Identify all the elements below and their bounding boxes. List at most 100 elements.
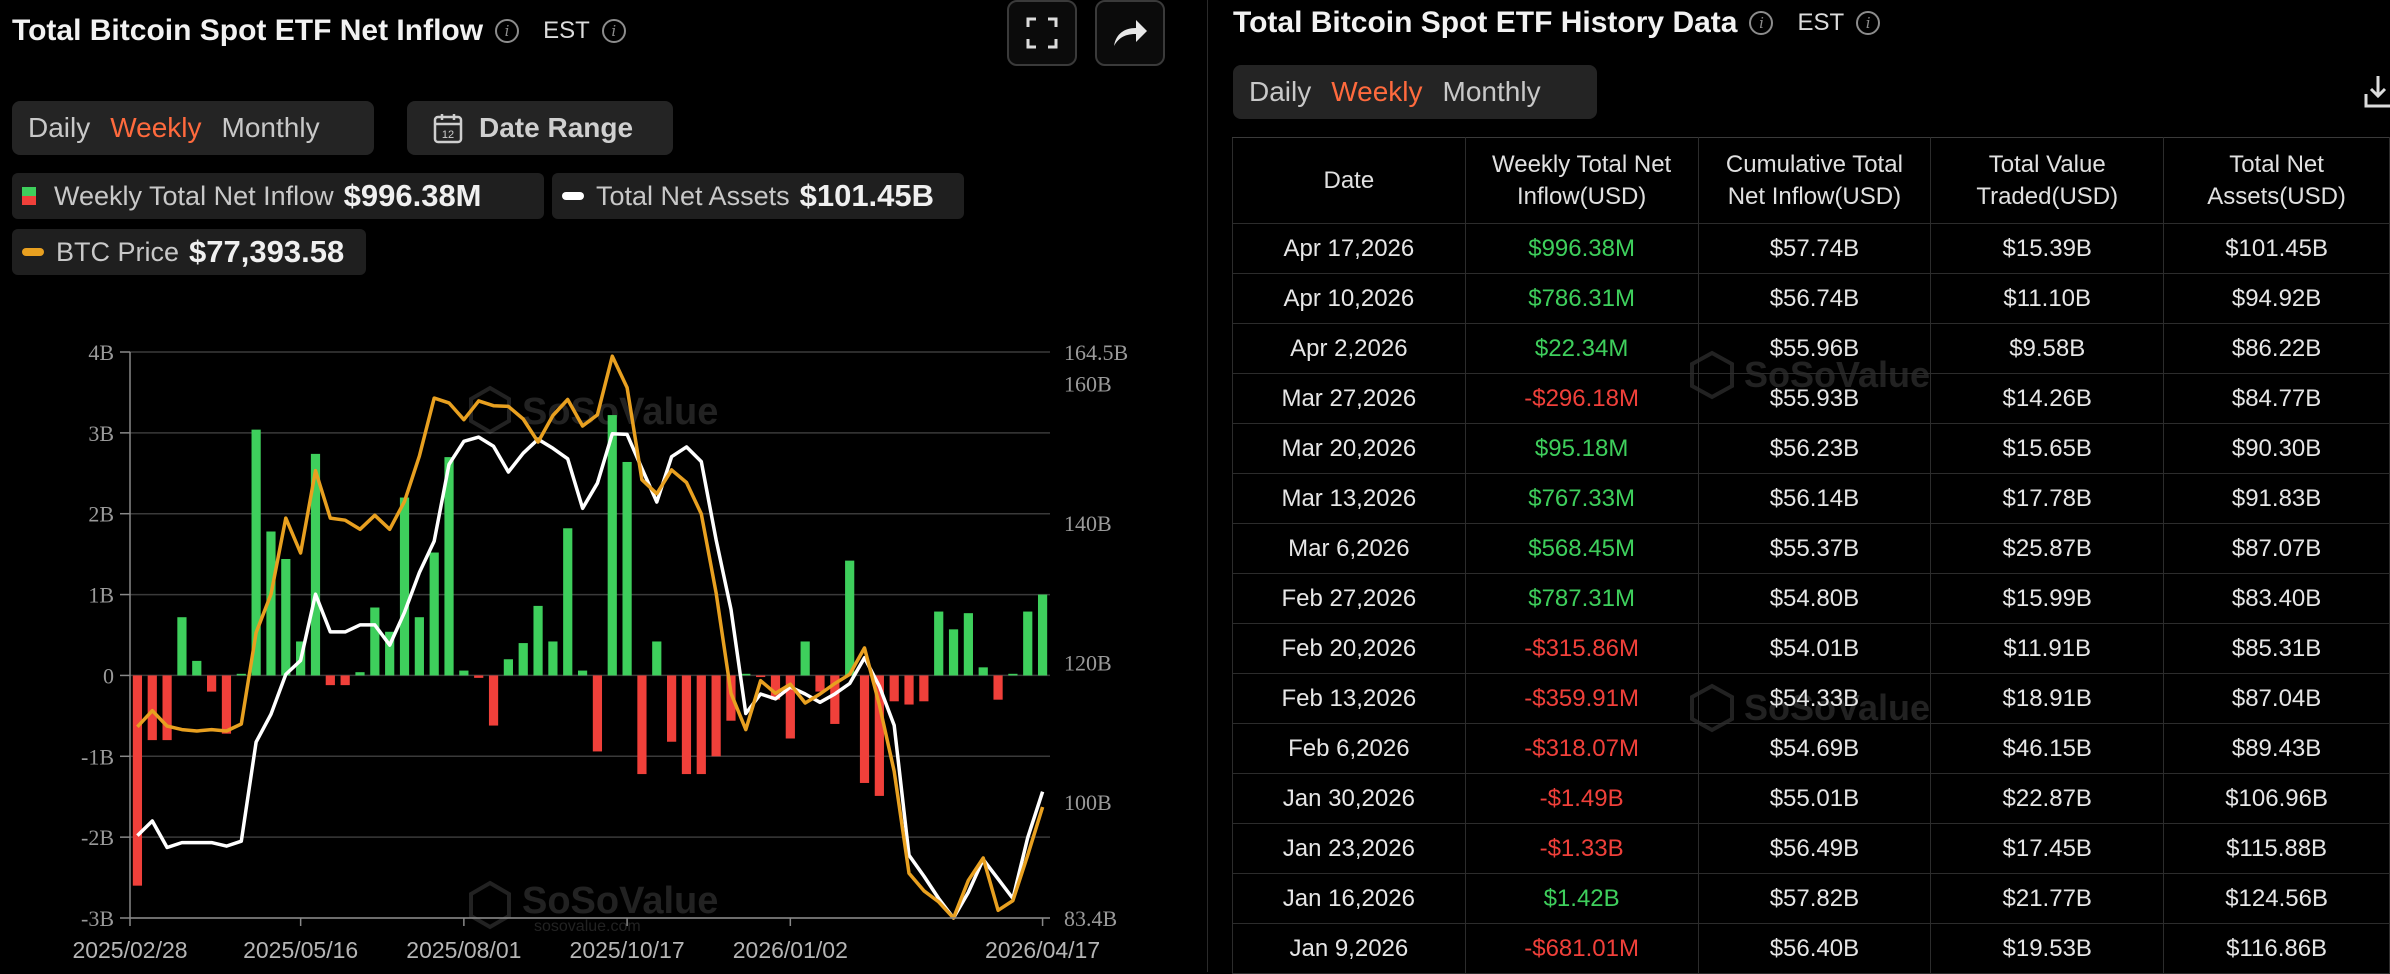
table-row[interactable]: Jan 16,2026 $1.42B $57.82B $21.77B $124.56B: [1232, 873, 2390, 924]
table-row[interactable]: Mar 27,2026 -$296.18M $55.93B $14.26B $84.77…: [1232, 373, 2390, 424]
info-icon[interactable]: i: [1749, 11, 1774, 35]
inflow-bar[interactable]: [518, 643, 528, 676]
tab-weekly[interactable]: Weekly: [110, 112, 202, 143]
inflow-bar[interactable]: [652, 641, 662, 676]
table-row[interactable]: Feb 13,2026 -$359.91M $54.33B $18.91B $87.04…: [1232, 673, 2390, 724]
inflow-bar[interactable]: [756, 675, 766, 678]
inflow-bar[interactable]: [622, 461, 632, 676]
table-row[interactable]: Mar 20,2026 $95.18M $56.23B $15.65B $90.30B: [1232, 423, 2390, 474]
inflow-bar[interactable]: [207, 675, 217, 692]
btc-price-line[interactable]: [136, 354, 1045, 920]
inflow-bar[interactable]: [785, 675, 795, 739]
net-assets-line[interactable]: [136, 431, 1045, 920]
header-net-assets[interactable]: Total Net Assets(USD): [2163, 137, 2390, 224]
legend-btc-price[interactable]: BTC Price $77,393.58: [12, 229, 366, 275]
inflow-bar[interactable]: [667, 675, 677, 742]
inflow-bar[interactable]: [310, 453, 321, 676]
inflow-bar[interactable]: [385, 631, 395, 676]
inflow-bar[interactable]: [904, 675, 914, 705]
share-button[interactable]: [1095, 0, 1165, 66]
legend-net-assets[interactable]: Total Net Assets $101.45B: [552, 173, 964, 219]
inflow-bar[interactable]: [266, 531, 276, 676]
inflow-bar[interactable]: [503, 659, 513, 676]
inflow-bar[interactable]: [845, 560, 855, 676]
table-row[interactable]: Feb 6,2026 -$318.07M $54.69B $46.15B $89.43B: [1232, 723, 2390, 774]
inflow-bar[interactable]: [459, 670, 469, 676]
inflow-bar[interactable]: [221, 675, 232, 734]
inflow-bar[interactable]: [533, 605, 543, 676]
inflow-bar[interactable]: [726, 675, 736, 721]
header-value-traded[interactable]: Total Value Traded(USD): [1930, 137, 2165, 224]
inflow-bar[interactable]: [592, 675, 603, 752]
table-row[interactable]: Mar 6,2026 $568.45M $55.37B $25.87B $87.07B: [1232, 523, 2390, 574]
inflow-bar[interactable]: [919, 675, 929, 702]
inflow-bar[interactable]: [399, 497, 410, 676]
header-weekly-inflow[interactable]: Weekly Total Net Inflow(USD): [1464, 137, 1699, 224]
inflow-bar[interactable]: [830, 675, 840, 724]
inflow-bar[interactable]: [874, 675, 884, 796]
inflow-bar[interactable]: [281, 558, 291, 676]
inflow-bar[interactable]: [563, 528, 573, 676]
inflow-bar[interactable]: [577, 670, 588, 676]
inflow-bar[interactable]: [325, 675, 335, 686]
tab-daily[interactable]: Daily: [1249, 76, 1312, 107]
inflow-bar[interactable]: [637, 675, 647, 775]
inflow-bar[interactable]: [132, 675, 143, 886]
inflow-bar[interactable]: [548, 641, 558, 676]
inflow-bar[interactable]: [978, 667, 988, 676]
inflow-bar[interactable]: [429, 552, 439, 676]
inflow-bar[interactable]: [251, 429, 261, 676]
legend-net-inflow[interactable]: Weekly Total Net Inflow $996.38M: [12, 173, 544, 219]
inflow-bar[interactable]: [741, 673, 751, 676]
net-inflow-chart[interactable]: SoSoValue SoSoValue sosovalue.com 4B 3B 2B…: [0, 0, 1205, 972]
inflow-bar[interactable]: [681, 675, 692, 775]
download-icon[interactable]: [2362, 72, 2390, 112]
inflow-bar[interactable]: [696, 675, 706, 775]
inflow-bar[interactable]: [147, 675, 157, 741]
inflow-bar[interactable]: [192, 660, 202, 676]
table-row[interactable]: Apr 17,2026 $996.38M $57.74B $15.39B $101.45…: [1232, 223, 2390, 274]
inflow-bar[interactable]: [770, 675, 781, 700]
fullscreen-button[interactable]: [1007, 0, 1077, 66]
inflow-bar[interactable]: [963, 613, 973, 676]
inflow-bar[interactable]: [1037, 594, 1048, 676]
tab-monthly[interactable]: Monthly: [221, 112, 320, 143]
inflow-bar[interactable]: [177, 617, 187, 676]
inflow-bar[interactable]: [607, 415, 617, 676]
inflow-bar[interactable]: [1023, 611, 1033, 676]
inflow-bar[interactable]: [236, 673, 246, 676]
inflow-bar[interactable]: [488, 675, 499, 726]
inflow-bar[interactable]: [355, 672, 365, 676]
inflow-bar[interactable]: [800, 641, 810, 676]
timezone-info-icon[interactable]: i: [601, 19, 626, 43]
table-row[interactable]: Feb 20,2026 -$315.86M $54.01B $11.91B $85.31…: [1232, 623, 2390, 674]
table-row[interactable]: Jan 23,2026 -$1.33B $56.49B $17.45B $115.88B: [1232, 823, 2390, 874]
tab-weekly[interactable]: Weekly: [1331, 76, 1423, 107]
tab-monthly[interactable]: Monthly: [1442, 76, 1541, 107]
inflow-bar[interactable]: [414, 617, 424, 676]
header-date[interactable]: Date: [1232, 137, 1466, 224]
table-row[interactable]: Apr 10,2026 $786.31M $56.74B $11.10B $94.92B: [1232, 273, 2390, 324]
inflow-bar[interactable]: [889, 675, 899, 702]
timezone-info-icon[interactable]: i: [1856, 11, 1881, 35]
inflow-bar[interactable]: [444, 457, 454, 676]
inflow-bar[interactable]: [948, 629, 959, 676]
table-row[interactable]: Jan 30,2026 -$1.49B $55.01B $22.87B $106.96B: [1232, 773, 2390, 824]
table-row[interactable]: Feb 27,2026 $787.31M $54.80B $15.99B $83.40B: [1232, 573, 2390, 624]
inflow-bar[interactable]: [340, 675, 350, 686]
table-row[interactable]: Apr 2,2026 $22.34M $55.96B $9.58B $86.22B: [1232, 323, 2390, 374]
inflow-bar[interactable]: [474, 675, 484, 678]
table-row[interactable]: Jan 9,2026 -$681.01M $56.40B $19.53B $116.86…: [1232, 923, 2390, 974]
inflow-bar[interactable]: [815, 675, 825, 692]
inflow-bar[interactable]: [934, 611, 944, 676]
header-cumulative-inflow[interactable]: Cumulative Total Net Inflow(USD): [1697, 137, 1932, 224]
inflow-bar[interactable]: [711, 675, 721, 757]
date-range-button[interactable]: 12 Date Range: [407, 101, 673, 155]
table-row[interactable]: Mar 13,2026 $767.33M $56.14B $17.78B $91.83B: [1232, 473, 2390, 524]
inflow-bar[interactable]: [859, 675, 870, 783]
inflow-bar[interactable]: [370, 607, 380, 676]
info-icon[interactable]: i: [495, 19, 520, 43]
inflow-bar[interactable]: [993, 675, 1003, 700]
tab-daily[interactable]: Daily: [28, 112, 91, 143]
inflow-bar[interactable]: [1008, 673, 1018, 676]
